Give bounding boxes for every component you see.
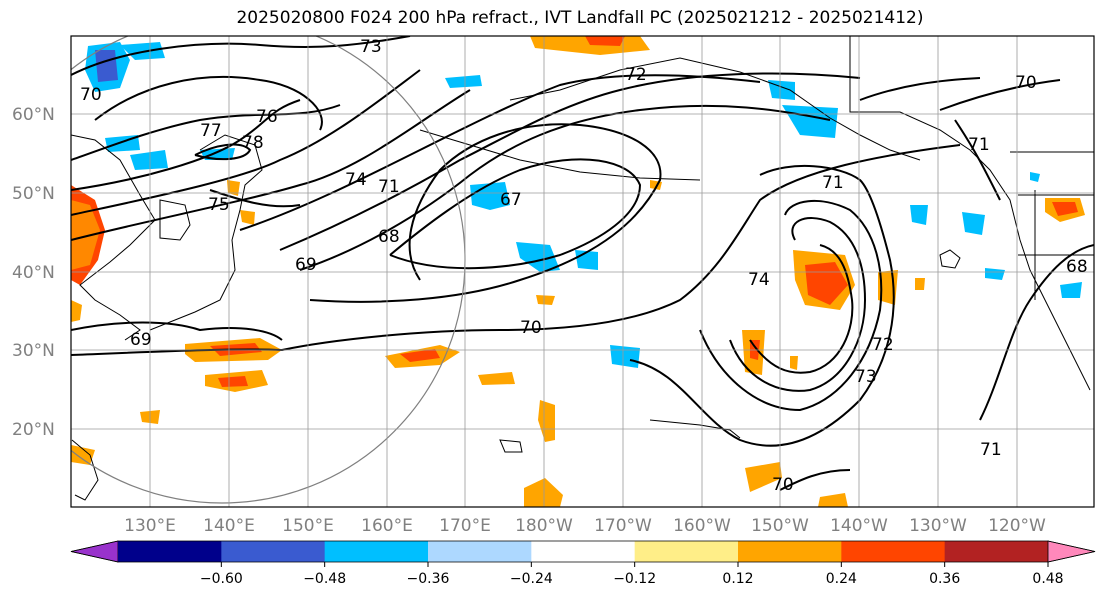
longitude-labels: 130°E 140°E 150°E 160°E 170°E 180°W 170°…: [124, 516, 1046, 536]
colorbar-outline: [70, 540, 1096, 563]
contour-label: 69: [130, 330, 152, 350]
colorbar-bin: [531, 541, 636, 562]
colorbar-tick-label: −0.48: [303, 571, 346, 587]
contour-label: 67: [500, 190, 522, 210]
colorbar-bin: [324, 541, 429, 562]
colorbar-bin: [221, 541, 326, 562]
colorbar-bin: [118, 541, 222, 562]
lon-label: 120°W: [988, 516, 1046, 536]
lon-label: 160°E: [361, 516, 413, 536]
colorbar-tick-label: −0.36: [407, 571, 450, 587]
map-title: 2025020800 F024 200 hPa refract., IVT La…: [236, 8, 924, 28]
contour-label: 74: [748, 270, 770, 290]
colorbar-bin: [944, 541, 1049, 562]
lon-label: 170°W: [594, 516, 652, 536]
contour-label: 69: [295, 255, 317, 275]
colorbar-bin: [841, 541, 946, 562]
colorbar-tick-label: 0.36: [929, 571, 960, 587]
lon-label: 150°W: [751, 516, 809, 536]
colorbar-bin: [634, 541, 739, 562]
positive-shading: [71, 36, 1085, 507]
contour-label: 71: [968, 135, 990, 155]
latitude-labels: 60°N 50°N 40°N 30°N 20°N: [12, 105, 55, 440]
contour-label: 68: [1066, 257, 1088, 277]
colorbar-tick-label: −0.60: [200, 571, 243, 587]
lon-label: 150°E: [282, 516, 334, 536]
colorbar: [70, 540, 1096, 563]
lon-label: 160°W: [673, 516, 731, 536]
contour-label: 76: [256, 107, 278, 127]
contour-label: 70: [772, 475, 794, 495]
lat-label: 30°N: [12, 341, 55, 361]
contour-lines: [71, 36, 1094, 491]
colorbar-tick-label: 0.48: [1032, 571, 1063, 587]
lon-label: 140°W: [830, 516, 888, 536]
colorbar-bin: [428, 541, 532, 562]
colorbar-ticks: −0.60 −0.48 −0.36 −0.24 −0.12 0.12 0.24 0.36 0.4…: [200, 562, 1064, 587]
contour-label: 71: [980, 440, 1002, 460]
colorbar-tick-label: −0.12: [613, 571, 656, 587]
contour-label: 73: [360, 37, 382, 57]
lon-label: 130°W: [909, 516, 967, 536]
contour-label: 73: [855, 367, 877, 387]
contour-label: 72: [625, 65, 647, 85]
lon-label: 130°E: [124, 516, 176, 536]
lat-label: 60°N: [12, 105, 55, 125]
map-panel: [71, 36, 1094, 507]
contour-label: 75: [208, 195, 230, 215]
contour-label: 71: [822, 173, 844, 193]
contour-label: 70: [520, 318, 542, 338]
contour-label: 78: [242, 133, 264, 153]
colorbar-extend-left: [70, 540, 119, 563]
contour-labels: 73 72 70 76 77 78 75 74 71 67 69 68 71 6…: [80, 37, 1088, 495]
gridlines: [71, 36, 1094, 507]
contour-label: 72: [872, 335, 894, 355]
lat-label: 40°N: [12, 263, 55, 283]
lon-label: 180°W: [515, 516, 573, 536]
contour-label: 71: [378, 177, 400, 197]
colorbar-tick-label: 0.12: [722, 571, 753, 587]
lat-label: 20°N: [12, 420, 55, 440]
colorbar-tick-label: 0.24: [826, 571, 857, 587]
lat-label: 50°N: [12, 184, 55, 204]
contour-label: 70: [1015, 73, 1037, 93]
contour-label: 74: [345, 170, 367, 190]
lon-label: 140°E: [203, 516, 255, 536]
contour-label: 70: [80, 85, 102, 105]
colorbar-bin: [738, 541, 842, 562]
contour-label: 68: [378, 227, 400, 247]
lon-label: 170°E: [439, 516, 491, 536]
map-frame: [70, 35, 1095, 508]
colorbar-tick-label: −0.24: [510, 571, 553, 587]
contour-label: 77: [200, 121, 222, 141]
colorbar-extend-right: [1047, 540, 1096, 563]
